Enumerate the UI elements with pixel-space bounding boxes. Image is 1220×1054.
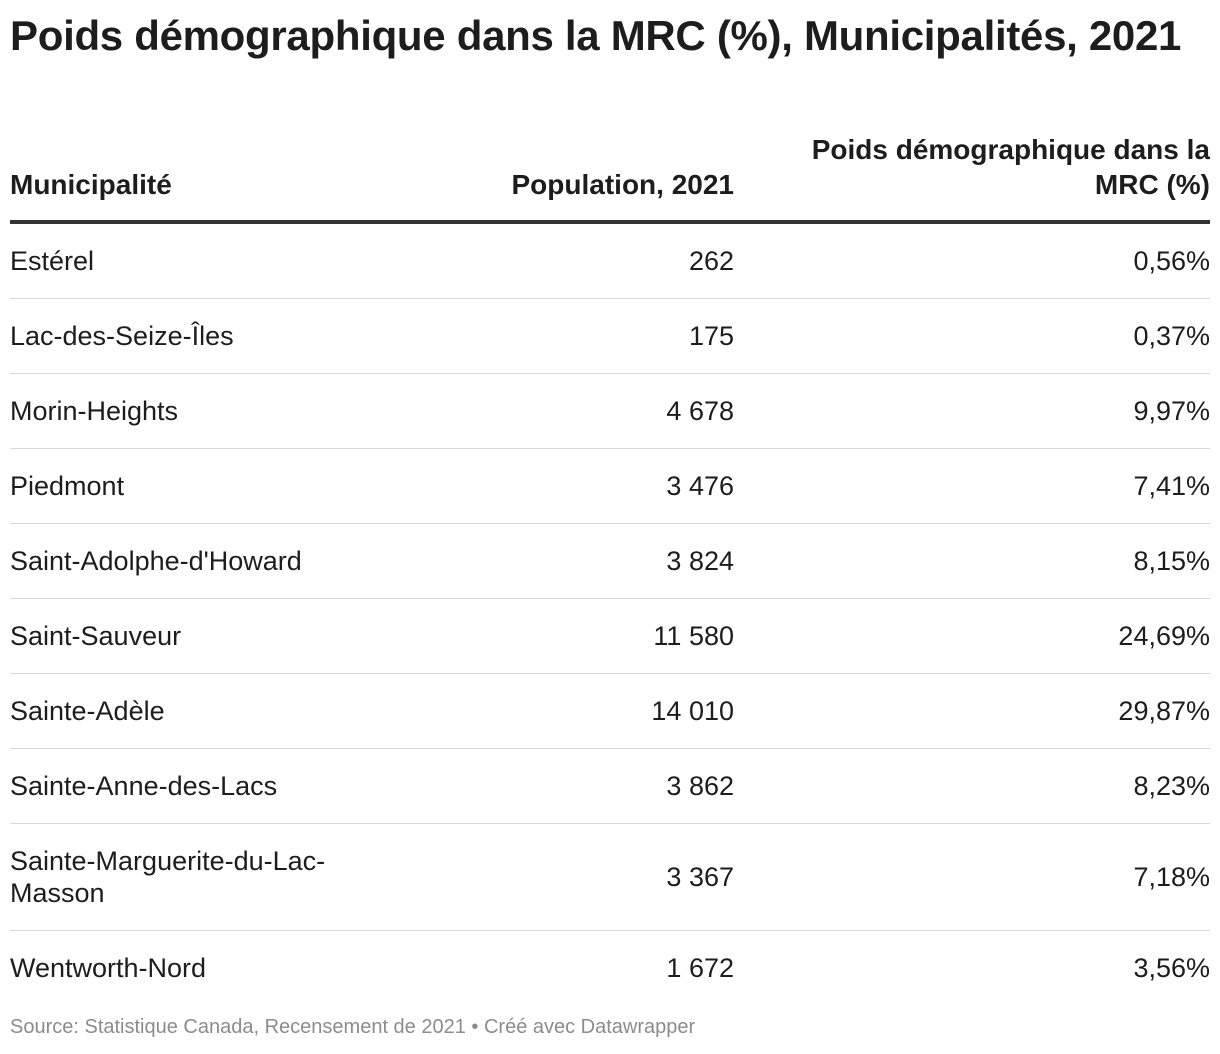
- cell-poids: 8,23%: [734, 748, 1210, 824]
- cell-municipalite: Wentworth-Nord: [10, 953, 207, 983]
- table-row: Saint-Sauveur 11 580 24,69%: [10, 598, 1210, 674]
- cell-municipalite: Saint-Sauveur: [10, 598, 374, 674]
- cell-municipalite: Lac-des-Seize-Îles: [10, 298, 374, 374]
- cell-population: 262: [374, 222, 734, 299]
- cell-municipalite: Sainte-Adèle: [10, 673, 374, 749]
- cell-population: 175: [374, 298, 734, 374]
- cell-municipalite: Estérel: [10, 222, 374, 299]
- chart-title: Poids démographique dans la MRC (%), Mun…: [10, 12, 1182, 59]
- table-row: Wentworth-Nord 1 672 3,56%: [10, 931, 1210, 1006]
- table-body: Estérel 262 0,56% Lac-des-Seize-Îles 175 0,37…: [10, 222, 1210, 1005]
- table-row: Sainte-Marguerite-du-Lac-Masson 3 367 7,18…: [10, 823, 1210, 931]
- cell-poids: 7,41%: [734, 448, 1210, 524]
- column-header-poids-label: Poids démographique dans la MRC (%): [811, 134, 1210, 200]
- cell-municipalite: Saint-Adolphe-d'Howard: [10, 523, 374, 599]
- cell-poids: 9,97%: [734, 373, 1210, 449]
- cell-population: 1 672: [666, 953, 734, 983]
- cell-population: 14 010: [374, 673, 734, 749]
- table-row: Saint-Adolphe-d'Howard 3 824 8,15%: [10, 523, 1210, 599]
- table-row: Sainte-Adèle 14 010 29,87%: [10, 673, 1210, 749]
- cell-population: 3 476: [374, 448, 734, 524]
- cell-poids: 29,87%: [734, 673, 1210, 749]
- cell-poids: 24,69%: [734, 598, 1210, 674]
- table-row: Sainte-Anne-des-Lacs 3 862 8,23%: [10, 748, 1210, 824]
- table-header: Municipalité Population, 2021 Poids démo…: [10, 106, 1210, 224]
- cell-population: 3 367: [374, 823, 734, 931]
- table-row: Morin-Heights 4 678 9,97%: [10, 373, 1210, 449]
- cell-municipalite: Piedmont: [10, 448, 374, 524]
- table-row: Estérel 262 0,56%: [10, 222, 1210, 299]
- cell-population: 11 580: [374, 598, 734, 674]
- column-header-poids[interactable]: Poids démographique dans la MRC (%): [734, 106, 1210, 224]
- cell-poids: 7,18%: [734, 823, 1210, 931]
- cell-municipalite: Sainte-Anne-des-Lacs: [10, 748, 374, 824]
- column-header-municipalite[interactable]: Municipalité: [10, 106, 374, 224]
- table-row: Lac-des-Seize-Îles 175 0,37%: [10, 298, 1210, 374]
- cell-population: 4 678: [374, 373, 734, 449]
- cell-municipalite: Morin-Heights: [10, 373, 374, 449]
- column-header-population[interactable]: Population, 2021: [374, 106, 734, 224]
- cell-poids: 0,56%: [734, 222, 1210, 299]
- cell-poids: 0,37%: [734, 298, 1210, 374]
- table-row: Piedmont 3 476 7,41%: [10, 448, 1210, 524]
- cell-poids: 8,15%: [734, 523, 1210, 599]
- data-table: Municipalité Population, 2021 Poids démo…: [10, 106, 1210, 1005]
- cell-municipalite: Sainte-Marguerite-du-Lac-Masson: [10, 823, 374, 931]
- header-row: Municipalité Population, 2021 Poids démo…: [10, 106, 1210, 224]
- cell-poids: 3,56%: [1133, 953, 1210, 983]
- cell-population: 3 824: [374, 523, 734, 599]
- source-note: Source: Statistique Canada, Recensement …: [10, 1016, 696, 1038]
- cell-population: 3 862: [374, 748, 734, 824]
